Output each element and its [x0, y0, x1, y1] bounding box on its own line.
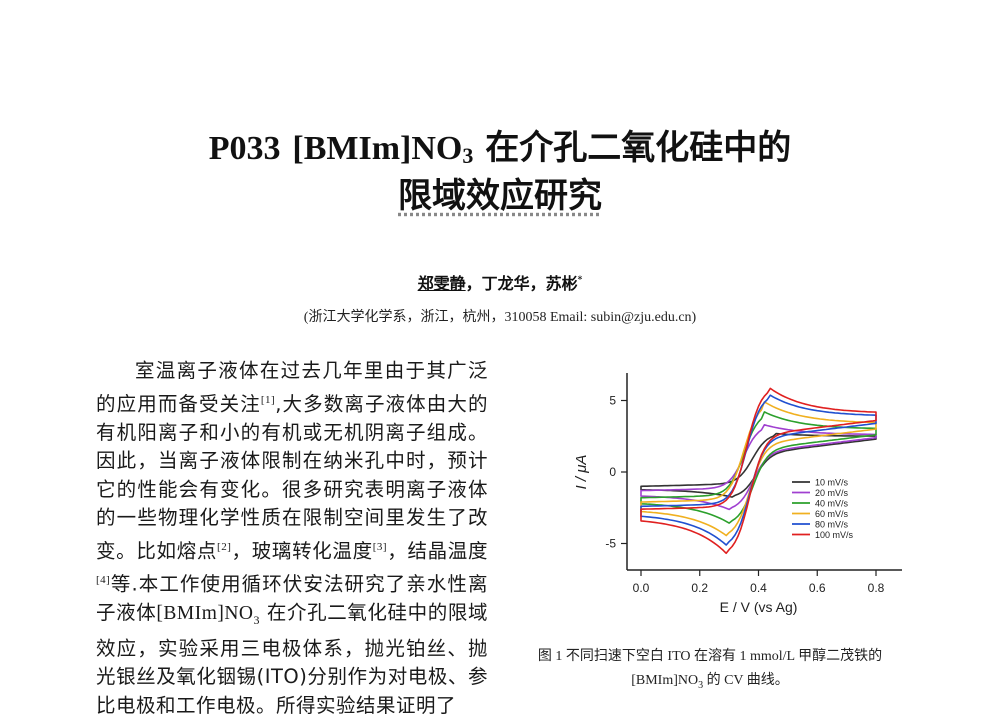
abstract-code: P033 [208, 130, 281, 167]
legend-label: 60 mV/s [815, 509, 849, 519]
cv-curve [640, 394, 877, 546]
figure-caption: 图 1 不同扫速下空白 ITO 在溶有 1 mmol/L 甲醇二茂铁的 [BMI… [500, 645, 920, 698]
y-tick-label: 0 [609, 465, 616, 479]
author-list: 郑雯静，丁龙华，苏彬* [0, 270, 1000, 294]
author-first: 郑雯静 [417, 274, 466, 293]
x-tick-label: 0.2 [691, 581, 708, 595]
body-compound-subscript: 3 [253, 613, 261, 628]
title-compound-text: [BMIm]NO [292, 130, 463, 167]
cv-chart: 5 0 -5 0.0 0.2 0.4 0.6 0.8 E / V (vs Ag) I / μA 1… [573, 373, 902, 615]
x-tick-label: 0.4 [750, 581, 767, 595]
legend-label: 40 mV/s [815, 499, 849, 509]
x-tick-label: 0.0 [633, 581, 650, 595]
paper-title-line-2: 限域效应研究 [0, 172, 1000, 220]
y-tick-label: -5 [605, 537, 616, 551]
corresponding-mark: * [577, 275, 583, 286]
caption-rest: 的 CV 曲线。 [703, 673, 789, 688]
affiliation: (浙江大学化学系，浙江，杭州，310058 Email: subin@zju.e… [303, 310, 697, 325]
caption-compound-subscript: 3 [698, 679, 704, 691]
x-tick-label: 0.6 [809, 581, 826, 595]
legend-label: 100 mV/s [815, 530, 854, 540]
text-segment: ，结晶温度 [387, 539, 488, 563]
abstract-paragraph: 室温离子液体在过去几年里由于其广泛的应用而备受关注[1],大多数离子液体由大的有… [96, 357, 488, 721]
citation-ref-1: [1] [260, 393, 276, 406]
title-compound-subscript: 3 [462, 143, 474, 168]
caption-line-2: [BMIm]NO3 的 CV 曲线。 [500, 669, 920, 698]
text-segment: ，玻璃转化温度 [231, 539, 373, 563]
y-tick-label: 5 [609, 394, 616, 408]
chart-axes: 5 0 -5 0.0 0.2 0.4 0.6 0.8 E / V (vs Ag) I / μA [573, 373, 902, 615]
y-axis-label: I / μA [573, 455, 590, 490]
text-segment: 等.本工作使用循环伏安法研究了亲水性离子液体 [96, 572, 488, 625]
caption-compound: [BMIm]NO [631, 673, 699, 688]
legend-label: 10 mV/s [815, 478, 849, 488]
text-segment: 在介孔二氧化硅中的限域效应，实验采用三电极体系，抛光铂丝、抛光银丝及氧化铟锡(I… [96, 601, 488, 717]
caption-line-1: 图 1 不同扫速下空白 ITO 在溶有 1 mmol/L 甲醇二茂铁的 [537, 649, 883, 664]
legend-label: 20 mV/s [815, 488, 849, 498]
x-axis-label: E / V (vs Ag) [720, 599, 798, 615]
citation-ref-3: [3] [372, 541, 388, 554]
title-compound: [BMIm]NO3 [292, 130, 474, 168]
cv-figure: 5 0 -5 0.0 0.2 0.4 0.6 0.8 E / V (vs Ag) I / μA 1… [520, 360, 920, 620]
text-segment: ,大多数离子液体由大的有机阳离子和小的有机或无机阴离子组成。因此，当离子液体限制… [96, 392, 488, 563]
legend-label: 80 mV/s [815, 520, 849, 530]
body-compound-text: [BMIm]NO [156, 603, 254, 625]
citation-ref-4: [4] [96, 574, 111, 587]
title-cn-line-1: 在介孔二氧化硅中的 [485, 128, 792, 168]
author-others: ，丁龙华，苏彬 [465, 274, 578, 293]
title-cn-line-2: 限域效应研究 [398, 176, 602, 216]
abstract-body: 室温离子液体在过去几年里由于其广泛的应用而备受关注[1],大多数离子液体由大的有… [96, 357, 488, 721]
body-compound: [BMIm]NO3 [156, 603, 261, 628]
cv-curve [640, 411, 877, 524]
citation-ref-2: [2] [217, 541, 232, 554]
text-segment: 室温离子液体在过去几年里由于其广泛的应用而备受关注 [96, 359, 488, 416]
cv-curve [640, 401, 877, 537]
paper-title-line-1: P033 [BMIm]NO3 在介孔二氧化硅中的 [0, 124, 1000, 176]
x-tick-label: 0.8 [868, 581, 885, 595]
chart-curves [640, 387, 877, 555]
cv-curve [640, 387, 877, 555]
